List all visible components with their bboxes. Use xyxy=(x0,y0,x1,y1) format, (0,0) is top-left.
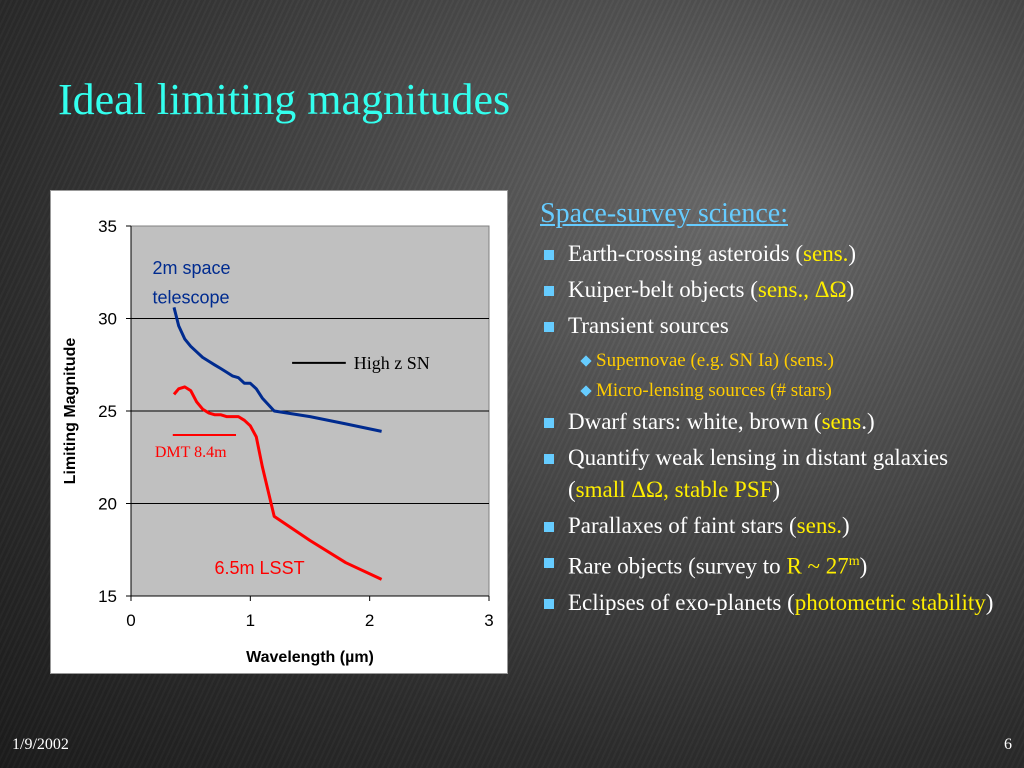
y-tick-label: 20 xyxy=(98,495,117,514)
bullet-item: Parallaxes of faint stars (sens.) xyxy=(540,510,1010,542)
slide-title: Ideal limiting magnitudes xyxy=(58,75,511,124)
square-bullet-icon xyxy=(544,454,554,464)
bullet-text: Parallaxes of faint stars ( xyxy=(568,513,797,538)
bullet-item: Eclipses of exo-planets (photometric sta… xyxy=(540,587,1010,619)
bullet-highlight: photometric stability xyxy=(794,589,986,615)
bullet-highlight: small ΔΩ, stable PSF xyxy=(575,477,773,502)
bullet-superscript: m xyxy=(848,554,860,569)
square-bullet-icon xyxy=(544,250,554,260)
y-axis-label: Limiting Magnitude xyxy=(62,338,79,485)
bullet-text: Earth-crossing asteroids ( xyxy=(568,241,804,266)
bullet-highlight: R ~ 27 xyxy=(786,553,849,579)
x-axis-label: Wavelength (µm) xyxy=(246,649,374,666)
sub-bullet-item: Micro-lensing sources (# stars) xyxy=(580,376,1010,406)
section-heading: Space-survey science: xyxy=(540,198,788,229)
bullet-text: Eclipses of exo-planets ( xyxy=(568,589,795,615)
sub-bullet-list: Supernovae (e.g. SN Ia) (sens.) Micro-le… xyxy=(540,346,1010,406)
x-tick-label: 0 xyxy=(126,611,135,630)
y-tick-label: 35 xyxy=(98,217,117,236)
diamond-bullet-icon xyxy=(580,355,592,367)
bullet-item: Quantify weak lensing in distant galaxie… xyxy=(540,442,1010,506)
bullet-text: Transient sources xyxy=(568,313,729,338)
bullet-suffix: ) xyxy=(846,277,855,302)
telescope-label-line2: telescope xyxy=(152,288,229,308)
sub-bullet-item: Supernovae (e.g. SN Ia) (sens.) xyxy=(580,346,1010,376)
y-tick-label: 30 xyxy=(98,310,117,329)
bullet-text: Dwarf stars: white, brown ( xyxy=(568,409,822,434)
square-bullet-icon xyxy=(544,558,554,568)
bullet-suffix: ) xyxy=(985,589,994,615)
bullet-suffix: ) xyxy=(848,241,857,266)
bullet-text: Quantify weak lensing in distant galaxie… xyxy=(568,445,949,502)
series-line-space-telescope xyxy=(172,307,382,433)
y-tick-label: 15 xyxy=(98,587,117,606)
bullet-suffix: ) xyxy=(772,477,781,502)
bullet-highlight: sens. xyxy=(796,513,843,538)
diamond-bullet-icon xyxy=(580,385,592,397)
y-tick-label: 25 xyxy=(98,402,117,421)
bullet-list: Earth-crossing asteroids (sens.) Kuiper-… xyxy=(540,238,1010,619)
bullet-item: Rare objects (survey to R ~ 27m) xyxy=(540,546,1010,583)
dmt-label: DMT 8.4m xyxy=(155,444,227,461)
bullet-suffix: .) xyxy=(861,409,875,434)
page-number: 6 xyxy=(1004,736,1012,753)
science-panel: Space-survey science: Earth-crossing ast… xyxy=(540,198,1010,623)
square-bullet-icon xyxy=(544,418,554,428)
footer-date: 1/9/2002 xyxy=(12,736,69,753)
lsst-label: 6.5m LSST xyxy=(215,558,305,578)
x-tick-label: 1 xyxy=(246,611,255,630)
chart-panel: 15 20 25 30 35 0 1 2 3 Wavelength (µm) Limiting Ma… xyxy=(50,190,508,674)
bullet-text: Kuiper-belt objects ( xyxy=(568,277,758,302)
bullet-item: Dwarf stars: white, brown (sens.) xyxy=(540,406,1010,438)
square-bullet-icon xyxy=(544,522,554,532)
square-bullet-icon xyxy=(544,322,554,332)
square-bullet-icon xyxy=(544,286,554,296)
bullet-highlight: sens. xyxy=(803,241,849,266)
series-line-lsst xyxy=(172,385,383,581)
x-tick-label: 2 xyxy=(365,611,374,630)
high-z-sn-label: High z SN xyxy=(354,353,430,373)
sub-bullet-group: Supernovae (e.g. SN Ia) (sens.) Micro-le… xyxy=(540,346,1010,406)
sub-bullet-text: Micro-lensing sources (# stars) xyxy=(596,380,832,401)
bullet-item: Kuiper-belt objects (sens., ΔΩ) xyxy=(540,274,1010,306)
bullet-highlight: sens xyxy=(821,409,862,434)
square-bullet-icon xyxy=(544,598,554,609)
bullet-highlight: sens., ΔΩ xyxy=(757,277,847,302)
telescope-label-line1: 2m space xyxy=(152,258,230,278)
sub-bullet-text: Supernovae (e.g. SN Ia) (sens.) xyxy=(596,350,834,371)
limiting-magnitude-chart: 15 20 25 30 35 0 1 2 3 Wavelength (µm) Limiting Ma… xyxy=(62,217,494,666)
bullet-item: Transient sources xyxy=(540,310,1010,342)
bullet-suffix: ) xyxy=(842,513,850,538)
bullet-text: Rare objects (survey to xyxy=(568,553,787,579)
bullet-suffix: ) xyxy=(859,553,868,579)
bullet-item: Earth-crossing asteroids (sens.) xyxy=(540,238,1010,270)
x-tick-label: 3 xyxy=(484,611,493,630)
